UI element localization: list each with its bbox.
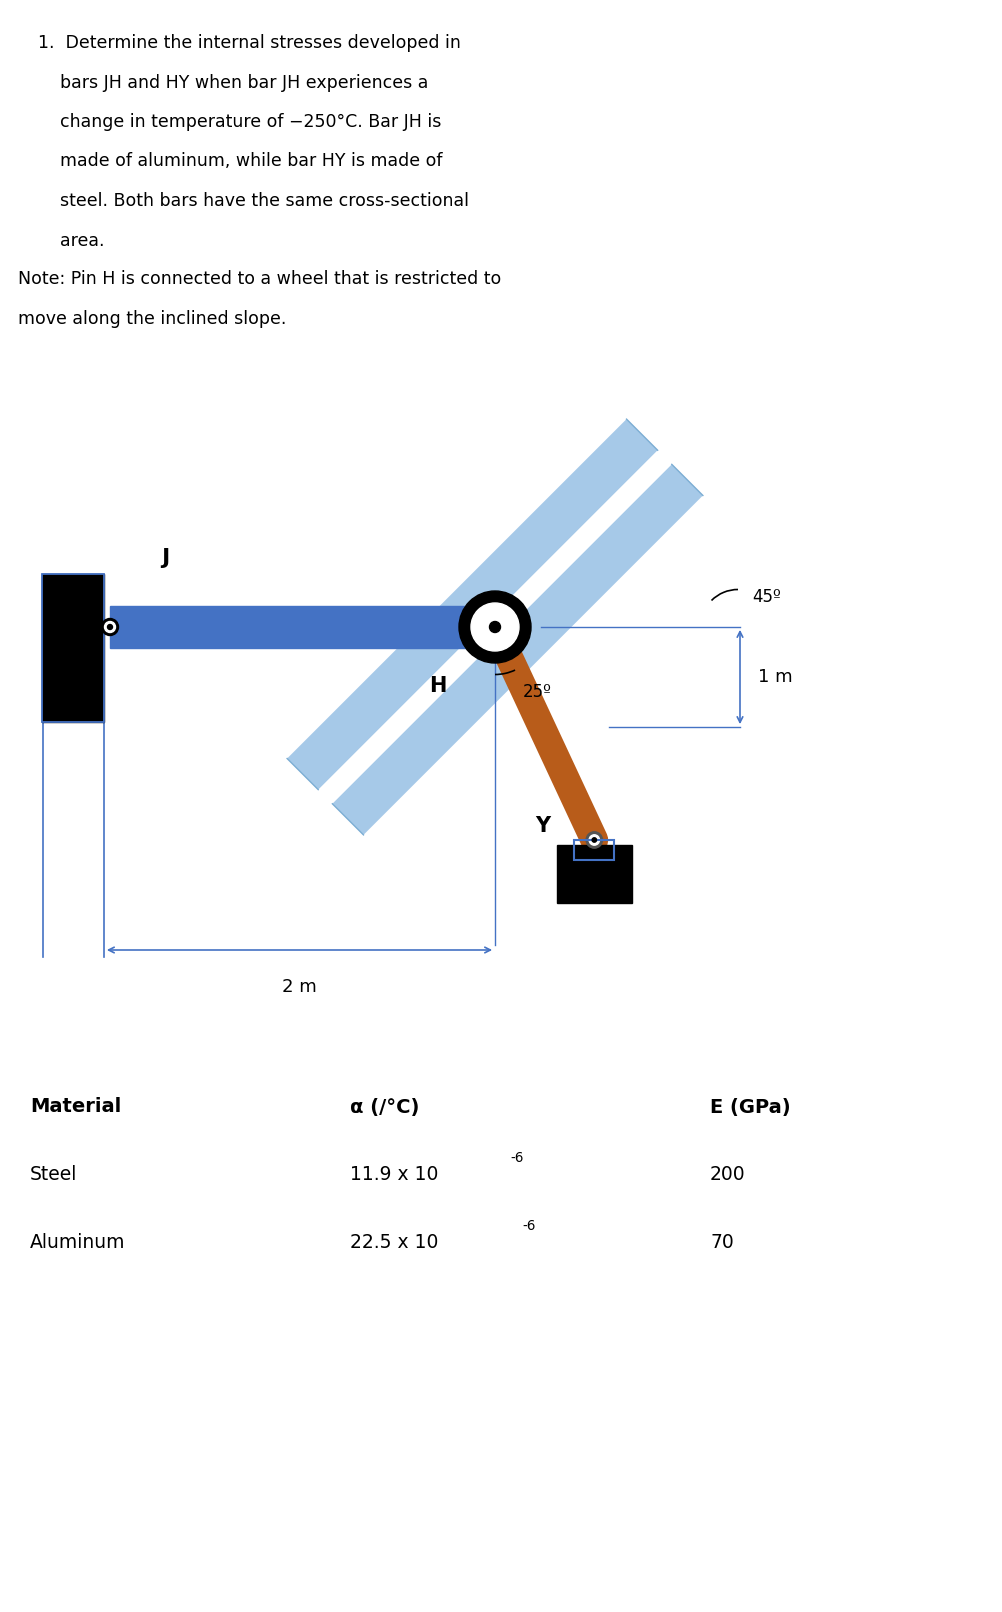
- Text: -6: -6: [509, 1151, 523, 1165]
- Text: E (GPa): E (GPa): [709, 1098, 790, 1117]
- Text: 45º: 45º: [752, 588, 780, 606]
- Text: area.: area.: [38, 232, 104, 250]
- Text: -6: -6: [521, 1219, 535, 1233]
- Text: Aluminum: Aluminum: [30, 1233, 125, 1253]
- Bar: [556, 845, 631, 903]
- Text: 1 m: 1 m: [758, 667, 792, 687]
- Circle shape: [101, 619, 118, 635]
- Text: steel. Both bars have the same cross-sectional: steel. Both bars have the same cross-sec…: [38, 192, 469, 210]
- Text: made of aluminum, while bar HY is made of: made of aluminum, while bar HY is made o…: [38, 153, 442, 171]
- Text: H: H: [429, 675, 446, 696]
- Text: Y: Y: [534, 816, 549, 837]
- Circle shape: [489, 622, 500, 632]
- Text: 2 m: 2 m: [282, 978, 317, 996]
- Text: Steel: Steel: [30, 1165, 77, 1185]
- Circle shape: [104, 622, 115, 632]
- Bar: [42, 574, 104, 722]
- Text: move along the inclined slope.: move along the inclined slope.: [18, 310, 287, 327]
- Text: α (/°C): α (/°C): [350, 1098, 419, 1117]
- Circle shape: [588, 835, 599, 845]
- Circle shape: [585, 832, 602, 848]
- Text: change in temperature of −250°C. Bar JH is: change in temperature of −250°C. Bar JH …: [38, 113, 441, 131]
- Bar: [42, 574, 104, 722]
- Circle shape: [471, 603, 518, 651]
- Bar: [574, 840, 613, 859]
- Text: Note: Pin H is connected to a wheel that is restricted to: Note: Pin H is connected to a wheel that…: [18, 269, 501, 289]
- Text: 70: 70: [709, 1233, 733, 1253]
- Text: 22.5 x 10: 22.5 x 10: [350, 1233, 438, 1253]
- Text: 1.  Determine the internal stresses developed in: 1. Determine the internal stresses devel…: [38, 34, 460, 52]
- Text: Material: Material: [30, 1098, 121, 1117]
- Polygon shape: [287, 419, 657, 790]
- Polygon shape: [332, 464, 702, 835]
- Circle shape: [459, 592, 530, 663]
- Circle shape: [107, 624, 112, 630]
- Text: J: J: [160, 548, 169, 567]
- Bar: [110, 606, 495, 648]
- Text: bars JH and HY when bar JH experiences a: bars JH and HY when bar JH experiences a: [38, 74, 428, 92]
- Text: 200: 200: [709, 1165, 744, 1185]
- Circle shape: [591, 838, 596, 841]
- Text: 11.9 x 10: 11.9 x 10: [350, 1165, 438, 1185]
- Text: 25º: 25º: [522, 683, 551, 701]
